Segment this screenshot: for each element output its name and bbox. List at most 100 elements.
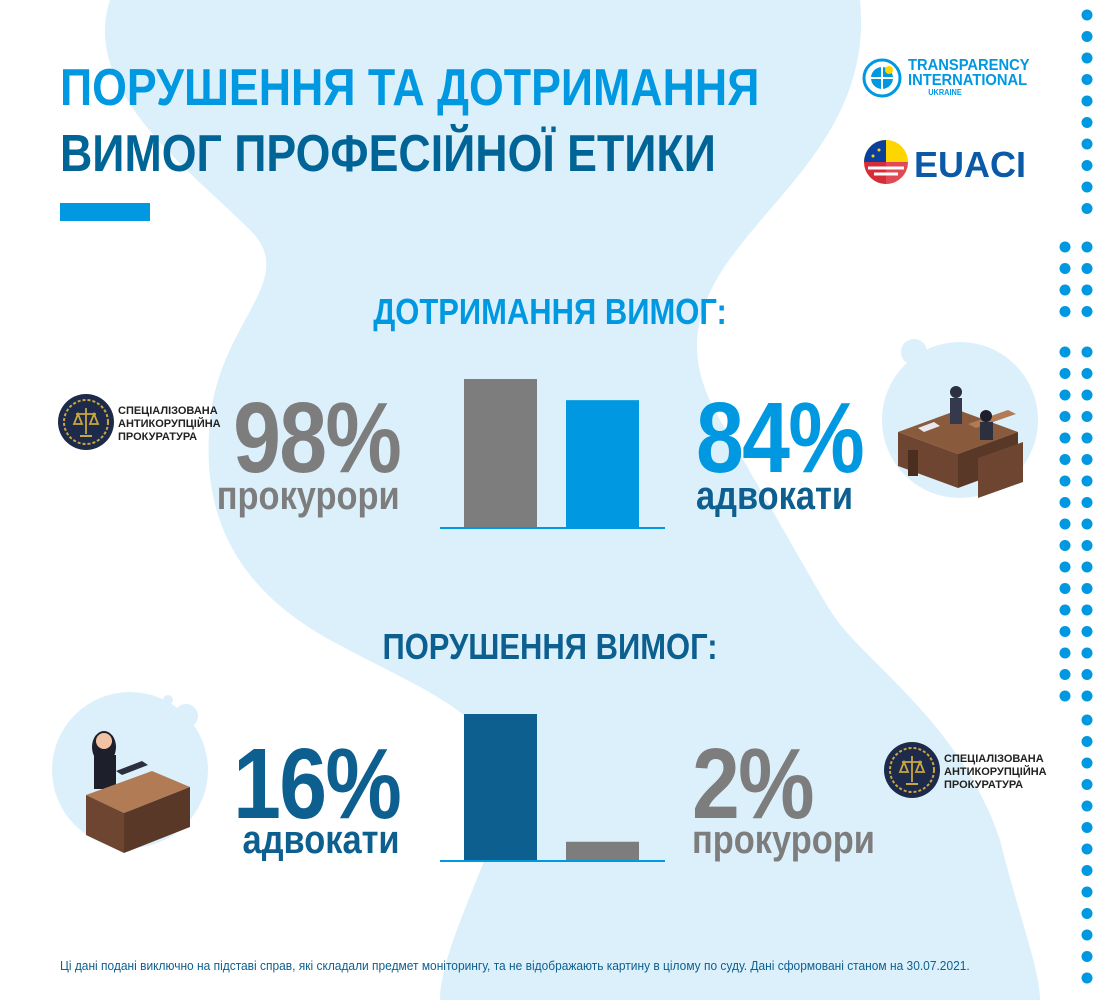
decor-dot [1081, 95, 1093, 107]
decor-dot [1081, 690, 1093, 702]
decor-dot [1081, 138, 1093, 150]
decor-dot [1059, 540, 1071, 551]
euaci-emblem-icon [864, 140, 908, 184]
lawyer-at-desk-illustration [86, 731, 190, 853]
decor-dot [1059, 497, 1071, 508]
decor-dot [1059, 368, 1071, 379]
bar-left [464, 714, 537, 860]
decor-dot [1081, 865, 1093, 876]
sap-line-2: АНТИКОРУПЦІЙНА [118, 418, 221, 430]
ti-line-1: TRANSPARENCY [908, 57, 1030, 74]
decor-dot [1059, 518, 1071, 530]
decor-dot [1081, 411, 1093, 422]
decor-dot [1081, 822, 1093, 833]
sap-line-1: СПЕЦІАЛІЗОВАНА [118, 405, 218, 417]
sap-logo-left: СПЕЦІАЛІЗОВАНА АНТИКОРУПЦІЙНА ПРОКУРАТУР… [56, 392, 221, 452]
decor-dot [1081, 736, 1093, 747]
decor-dot [1081, 972, 1093, 984]
decor-dot [1059, 389, 1071, 401]
decor-dot [1059, 583, 1071, 594]
decor-dot [1059, 241, 1071, 253]
sap-emblem-icon [58, 394, 114, 450]
decor-dot [1081, 929, 1093, 941]
decor-dot [1081, 346, 1093, 358]
bar-left [464, 379, 537, 527]
decor-dot [1059, 454, 1071, 465]
decor-dot [1059, 690, 1071, 702]
decor-dot [1081, 9, 1093, 21]
decor-dot [1059, 411, 1071, 422]
decor-dot [1081, 518, 1093, 530]
courtroom-illustration [898, 386, 1023, 498]
violation-right-pct: 2% [692, 728, 815, 840]
decor-dot [1081, 31, 1093, 42]
violation-right-label: прокурори [692, 818, 875, 862]
decor-dot [1059, 346, 1071, 358]
violation-heading: ПОРУШЕННЯ ВИМОГ: [382, 626, 718, 667]
ti-line-2: INTERNATIONAL [908, 72, 1028, 89]
decor-dot [1081, 626, 1093, 637]
sap-logo-right: СПЕЦІАЛІЗОВАНА АНТИКОРУПЦІЙНА ПРОКУРАТУР… [882, 740, 1047, 800]
decor-dot [1059, 432, 1071, 444]
sap-line-3: ПРОКУРАТУРА [944, 779, 1024, 791]
euaci-logo: EUACI [862, 138, 1044, 188]
decor-dot [1081, 714, 1093, 726]
decor-dot [1081, 263, 1093, 274]
decor-dot [1081, 117, 1093, 128]
sap-line-3: ПРОКУРАТУРА [118, 431, 198, 443]
decor-dot [1059, 561, 1071, 573]
decor-dot [1059, 647, 1071, 659]
decor-dot [1081, 241, 1093, 253]
compliance-left-label: прокурори [217, 474, 400, 518]
sap-wordmark: СПЕЦІАЛІЗОВАНА АНТИКОРУПЦІЙНА ПРОКУРАТУР… [118, 405, 221, 444]
decor-dot [1059, 604, 1071, 616]
decor-dot [1081, 475, 1093, 487]
bar-right [566, 841, 639, 860]
decor-dot [1059, 306, 1071, 317]
compliance-bar-chart [440, 379, 665, 529]
decor-dot [1081, 203, 1093, 214]
title-line-1: ПОРУШЕННЯ ТА ДОТРИМАННЯ [60, 59, 760, 117]
decor-dot [1081, 540, 1093, 551]
decor-dot [1081, 389, 1093, 401]
decor-dot [1081, 497, 1093, 508]
sap-emblem-icon [884, 742, 940, 798]
decor-dot [1081, 160, 1093, 171]
decor-dot [1081, 669, 1093, 680]
decor-dot [1059, 475, 1071, 487]
dot-border-decoration [1059, 9, 1093, 984]
decor-dot [1081, 647, 1093, 659]
decor-dot [1081, 757, 1093, 769]
ti-globe-icon [862, 58, 902, 98]
compliance-right-pct: 84% [696, 382, 865, 494]
page-title: ПОРУШЕННЯ ТА ДОТРИМАННЯ ВИМОГ ПРОФЕСІЙНО… [60, 55, 759, 187]
decor-dot [1081, 604, 1093, 616]
decor-dot [1081, 779, 1093, 790]
decor-dot [1081, 284, 1093, 296]
violation-left-label: адвокати [242, 818, 400, 862]
decor-dot [1081, 181, 1093, 193]
title-line-2: ВИМОГ ПРОФЕСІЙНОЇ ЕТИКИ [60, 125, 716, 183]
decor-dot [1059, 263, 1071, 274]
decor-dot [1081, 454, 1093, 465]
violation-bar-chart [440, 714, 665, 862]
decor-dot [1081, 432, 1093, 444]
decor-dot [1081, 843, 1093, 855]
decor-dot [1081, 951, 1093, 962]
decor-dot [1059, 284, 1071, 296]
title-underline-bar [60, 203, 150, 221]
decor-dot [1081, 74, 1093, 85]
ti-wordmark: TRANSPARENCY INTERNATIONAL UKRAINE [908, 58, 1030, 98]
compliance-heading: ДОТРИМАННЯ ВИМОГ: [373, 291, 727, 332]
compliance-left-pct: 98% [233, 382, 402, 494]
decor-dot [1081, 583, 1093, 594]
transparency-international-logo: TRANSPARENCY INTERNATIONAL UKRAINE [862, 58, 1044, 102]
violation-left-pct: 16% [233, 728, 402, 840]
bar-right [566, 400, 639, 527]
decor-dot [1081, 368, 1093, 379]
decor-dot [1081, 908, 1093, 919]
decor-dot [1081, 800, 1093, 812]
decor-dot [1081, 52, 1093, 64]
sap-line-2: АНТИКОРУПЦІЙНА [944, 766, 1047, 778]
compliance-right-label: адвокати [696, 474, 854, 518]
